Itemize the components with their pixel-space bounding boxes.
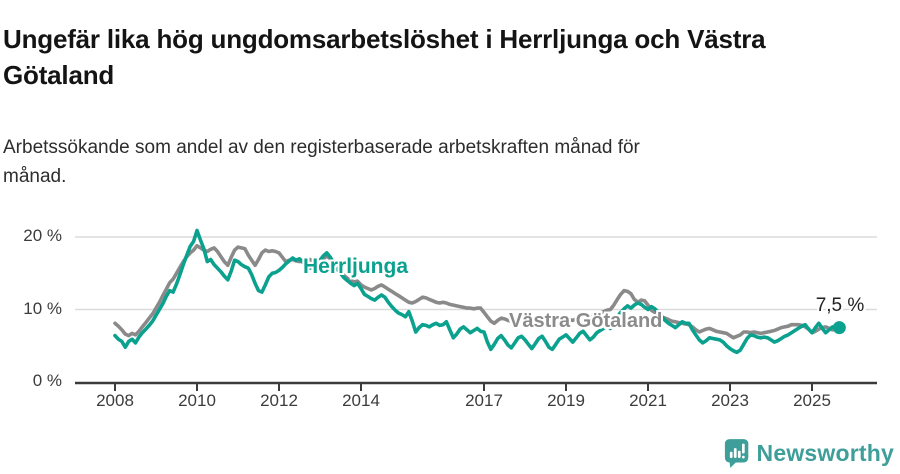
x-tick-label: 2010: [178, 391, 216, 410]
x-tick-label: 2014: [342, 391, 380, 410]
y-tick-label: 0 %: [32, 371, 62, 390]
x-tick-label: 2008: [96, 391, 134, 410]
x-tick-label: 2019: [547, 391, 585, 410]
end-value-annotation: 7,5 %: [815, 295, 865, 316]
page-subtitle: Arbetssökande som andel av den registerb…: [3, 137, 640, 187]
series-label-vastra-gotaland: Västra Götaland: [509, 310, 663, 332]
series-line-v-stra-g-taland: [113, 243, 842, 340]
x-tick-label: 2025: [793, 391, 831, 410]
x-tick-label: 2017: [465, 391, 503, 410]
bar-chart-speech-bubble-icon: [724, 439, 748, 468]
series-line-herrljunga: [113, 228, 842, 355]
y-tick-label: 10 %: [23, 298, 62, 318]
page-title: Ungefär lika hög ungdomsarbetslöshet i H…: [3, 24, 766, 91]
end-dot: [832, 321, 846, 335]
x-tick-label: 2023: [711, 391, 749, 410]
x-tick-label: 2021: [629, 391, 667, 410]
x-tick-label: 2012: [260, 391, 298, 410]
y-tick-label: 20 %: [23, 226, 62, 245]
newsworthy-logo: Newsworthy: [724, 437, 894, 470]
brand-name: Newsworthy: [756, 440, 894, 466]
series-label-herrljunga: Herrljunga: [303, 255, 409, 278]
